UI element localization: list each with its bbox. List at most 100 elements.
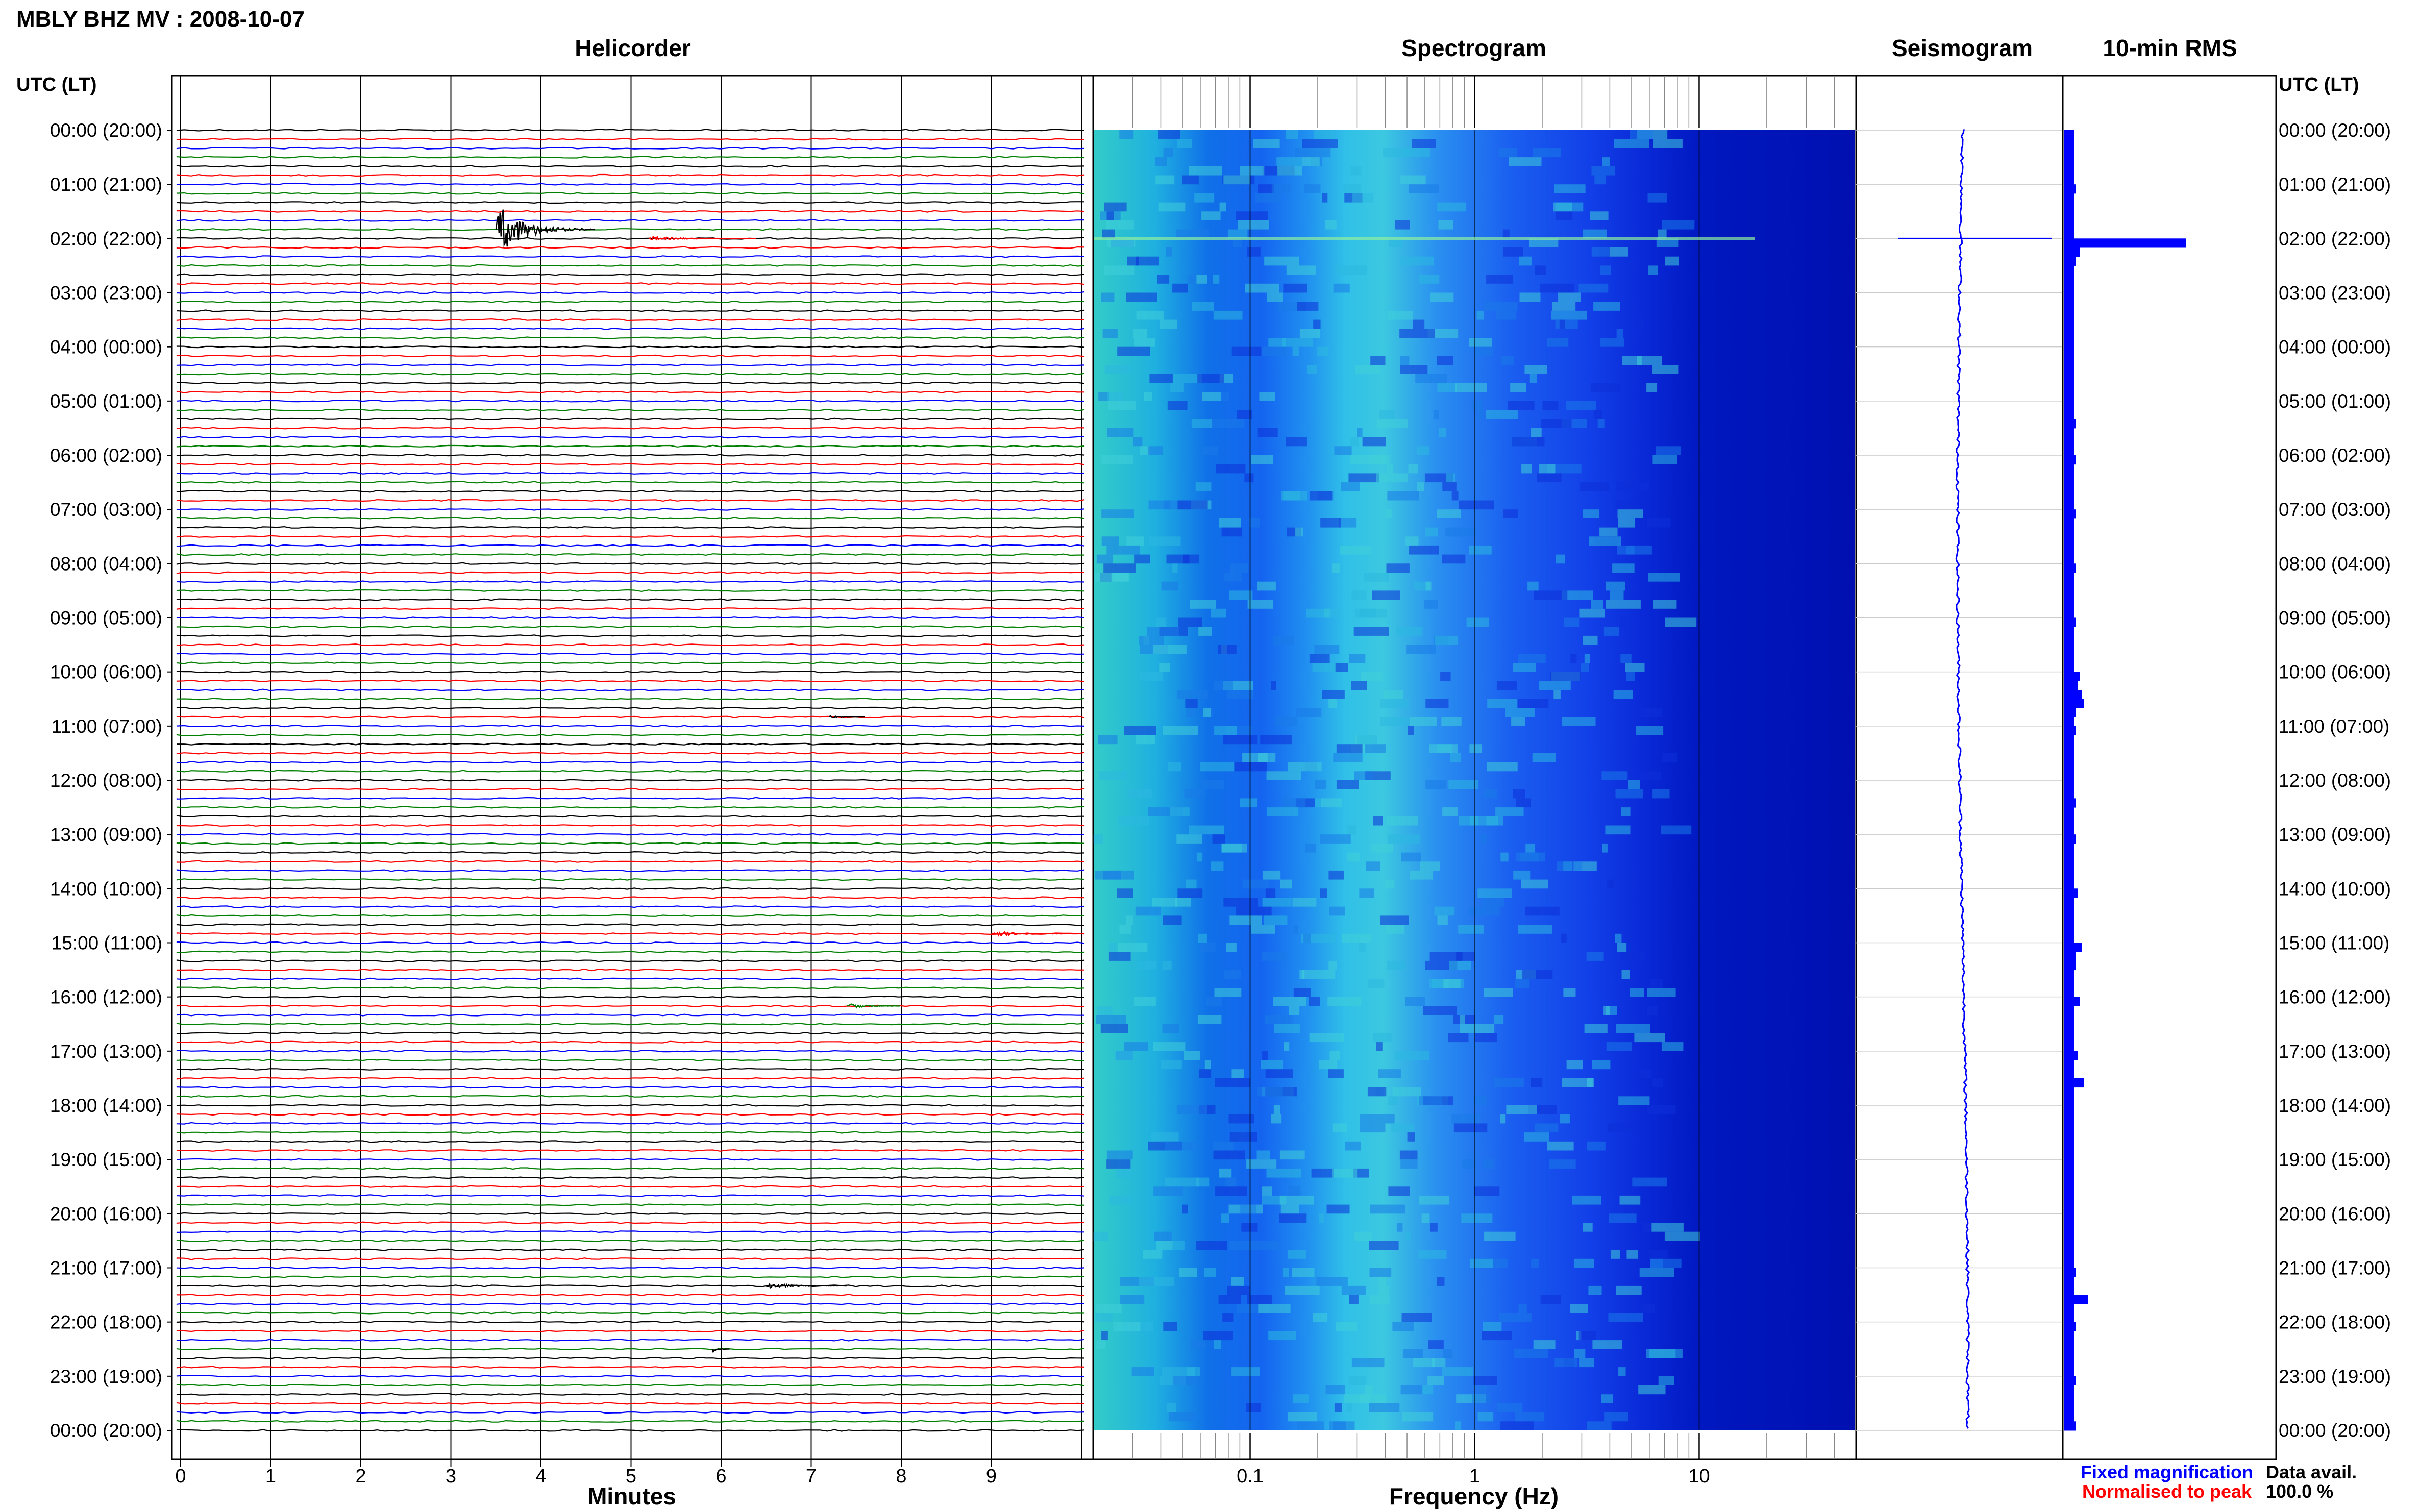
spectrogram-cell (1406, 645, 1436, 654)
spectrogram-cell (1162, 960, 1172, 970)
time-tick-label: 11:00 (07:00) (52, 716, 162, 737)
spectrogram-cell (1589, 536, 1621, 546)
helicorder-trace (176, 1122, 1085, 1125)
spectrogram-cell (1095, 870, 1121, 880)
spectrogram-cell (1118, 816, 1149, 826)
helicorder-panel (171, 75, 1094, 1460)
rms-bar (2064, 446, 2074, 456)
spectrogram-cell (1368, 979, 1385, 988)
spectrogram-cell (1630, 988, 1644, 997)
helicorder-trace (176, 345, 1085, 349)
rms-bar (2064, 1078, 2084, 1088)
spectrogram-cell (1328, 699, 1338, 708)
spectrogram-cell (1653, 139, 1683, 148)
spectrogram-cell (1518, 1304, 1527, 1313)
spectrogram-cell (1199, 943, 1216, 952)
spectrogram-cell (1408, 464, 1418, 474)
helicorder-trace (177, 742, 1084, 746)
rms-bar (2064, 645, 2074, 654)
rms-bar (2064, 130, 2074, 140)
data-avail-label: Data avail. (2266, 1461, 2357, 1482)
rms-bar (2064, 175, 2074, 185)
spectrogram-cell (1177, 888, 1203, 898)
helicorder-trace (176, 661, 1085, 664)
spectrogram-cell (1173, 1376, 1199, 1385)
spectrogram-cell (1155, 175, 1175, 185)
spectrogram-cell (1101, 1331, 1108, 1341)
spectrogram-cell (1636, 428, 1642, 437)
time-tick-label: 09:00 (05:00) (2279, 608, 2391, 629)
spectrogram-cell (1376, 473, 1408, 483)
spectrogram-cell (1437, 356, 1453, 365)
spectrogram-cell (1409, 184, 1439, 193)
rms-bar (2064, 1069, 2074, 1079)
spectrogram-cell (1293, 925, 1298, 934)
spectrogram-cell (1474, 1186, 1500, 1196)
figure-title: MBLY BHZ MV : 2008-10-07 (16, 7, 305, 32)
spectrogram-cell (1265, 888, 1276, 898)
helicorder-trace (176, 381, 1085, 385)
spectrogram-cell (1104, 365, 1132, 374)
spectrogram-cell (1296, 708, 1322, 717)
rms-bar (2064, 789, 2074, 799)
spectrogram-cell (1584, 1024, 1608, 1033)
spectrogram-cell (1647, 1006, 1658, 1015)
spectrogram-cell (1242, 879, 1270, 889)
spectrogram-cell (1650, 1258, 1682, 1268)
spectrogram-cell (1163, 915, 1182, 925)
spectrogram-cell (1118, 943, 1148, 952)
spectrogram-cell (1327, 997, 1362, 1006)
spectrogram-cell (1133, 997, 1156, 1006)
spectrogram-cell (1364, 573, 1389, 582)
rms-bar (2064, 979, 2074, 988)
spectrogram-cell (1603, 1006, 1610, 1015)
spectrogram-cell (1622, 356, 1642, 365)
time-tick-label: 08:00 (04:00) (2279, 553, 2391, 574)
helicorder-trace (176, 1348, 1085, 1351)
spectrogram-cell (1350, 166, 1362, 176)
helicorder-trace (176, 1176, 1085, 1179)
spectrogram-cell (1503, 247, 1523, 257)
time-tick-label: 09:00 (05:00) (50, 608, 162, 629)
spectrogram-cell (1247, 1295, 1272, 1304)
spectrogram-cell (1311, 1168, 1334, 1178)
spectrogram-cell (1477, 1412, 1494, 1422)
minute-tick-label: 0 (175, 1466, 186, 1487)
spectrogram-cell (1360, 1123, 1386, 1133)
spectrogram-cell (1240, 1204, 1256, 1214)
spectrogram-cell (1204, 1060, 1211, 1070)
spectrogram-cell (1232, 238, 1242, 247)
spectrogram-cell (1510, 383, 1526, 392)
helicorder-trace (176, 1410, 1085, 1414)
spectrogram-cell (1393, 1051, 1429, 1060)
spectrogram-cell (1107, 428, 1134, 437)
spectrogram-cell (1590, 211, 1609, 220)
spectrogram-cell (1609, 1213, 1637, 1223)
spectrogram-cell (1349, 1295, 1359, 1304)
spectrogram-cell (1579, 482, 1610, 491)
spectrogram-cell (1604, 1412, 1628, 1422)
rms-panel (2062, 75, 2277, 1460)
spectrogram-cell (1509, 157, 1542, 166)
spectrogram-cell (1271, 184, 1291, 193)
time-tick-label: 01:00 (21:00) (50, 174, 162, 195)
minutes-ticks: 0 1 2 3 4 5 6 7 8 9 (175, 1459, 997, 1487)
spectrogram-cell (1096, 1340, 1105, 1349)
spectrogram-cell (1140, 672, 1163, 681)
rms-bar (2064, 861, 2074, 871)
spectrogram-cell (1437, 509, 1461, 518)
spectrogram-cell (1176, 139, 1192, 148)
rms-bar (2064, 302, 2074, 311)
rms-title: 10-min RMS (2103, 35, 2237, 61)
time-tick-label: 18:00 (14:00) (2279, 1095, 2391, 1116)
time-tick-label: 16:00 (12:00) (2279, 987, 2391, 1008)
spectrogram-cell (1106, 238, 1136, 247)
spectrogram-cell (1226, 690, 1254, 699)
spectrogram-cell (1486, 275, 1513, 284)
spectrogram-cell (1590, 383, 1621, 392)
spectrogram-cell (1214, 1340, 1221, 1349)
spectrogram-cell (1302, 970, 1336, 979)
helicorder-trace (176, 318, 1085, 321)
spectrogram-cell (1172, 563, 1178, 573)
spectrogram-cell (1494, 1015, 1504, 1024)
